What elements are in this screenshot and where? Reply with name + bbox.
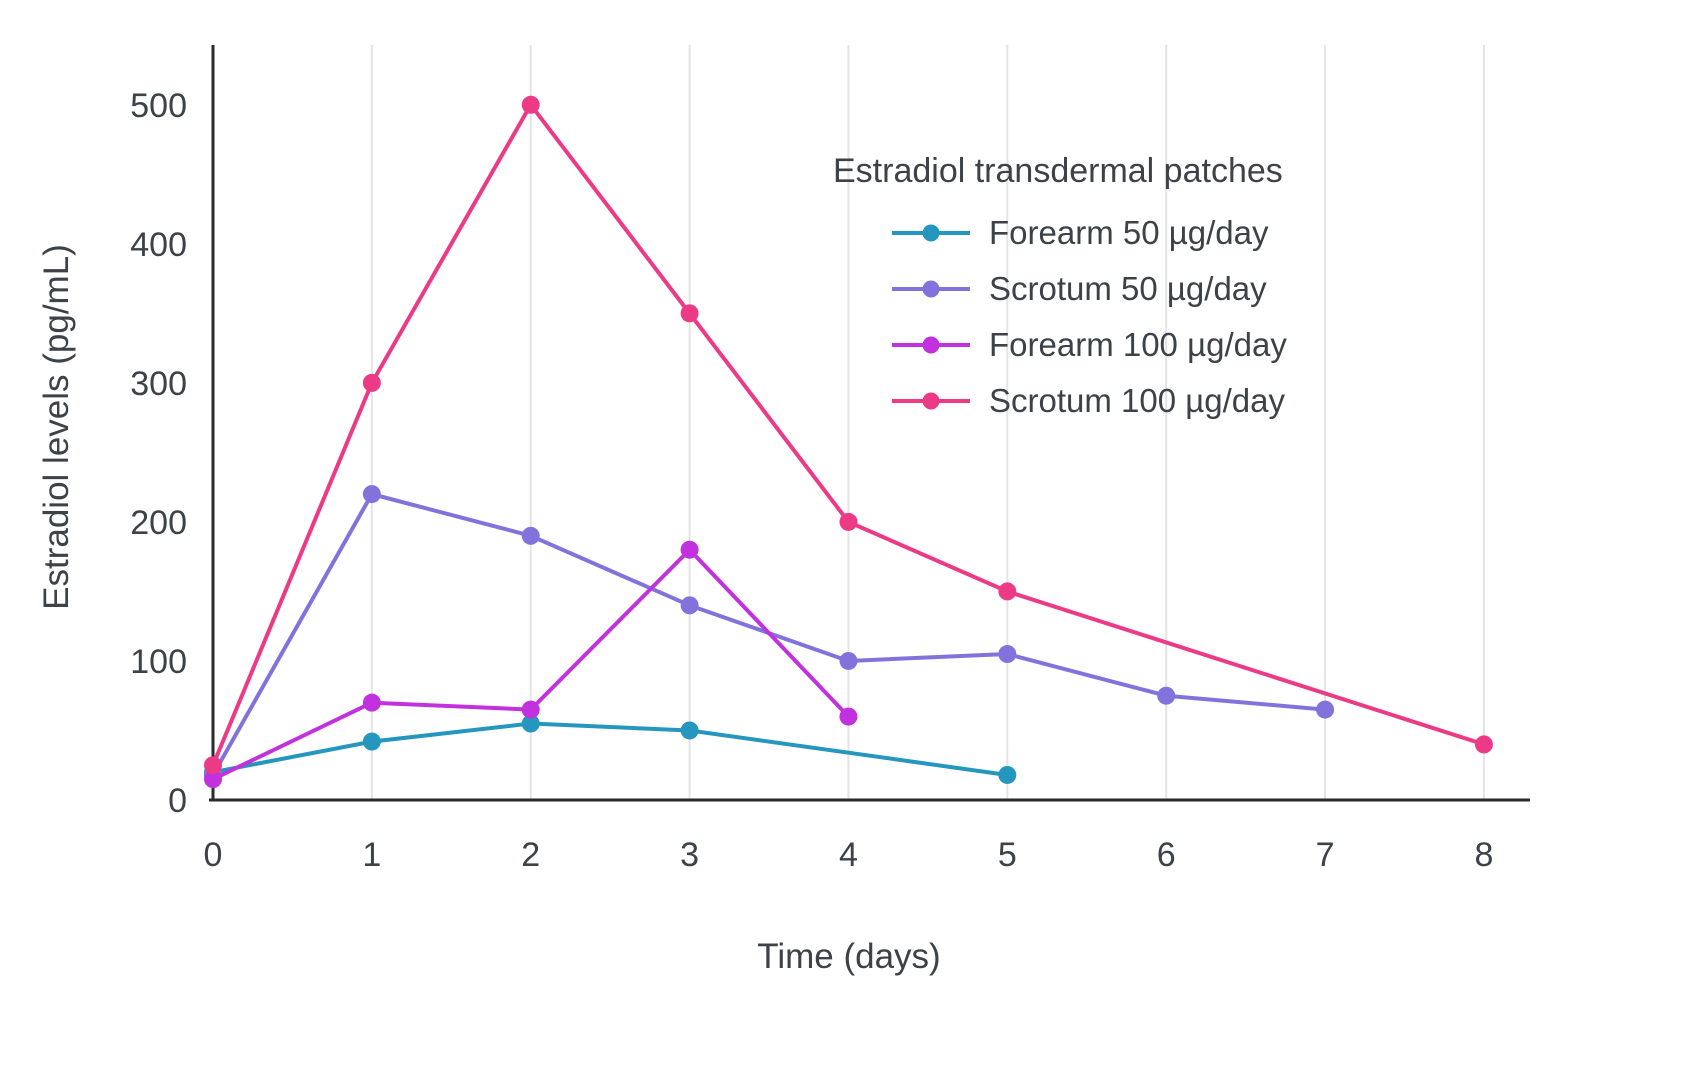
legend: Estradiol transdermal patches Forearm 50… [833,152,1287,429]
data-point [1316,700,1335,719]
x-tick-label: 5 [998,836,1017,874]
x-tick-label: 6 [1157,836,1176,874]
legend-item-label: Scrotum 100 µg/day [989,382,1286,419]
x-tick-label: 0 [204,836,223,874]
legend-title: Estradiol transdermal patches [833,152,1283,190]
data-point [680,540,699,559]
data-point [362,373,381,392]
legend-item[interactable]: Scrotum 100 µg/day [890,373,1287,429]
legend-item[interactable]: Scrotum 50 µg/day [890,261,1287,317]
data-point [362,732,381,751]
legend-symbol [892,280,970,298]
legend-items: Forearm 50 µg/day Scrotum 50 µg/day Forear… [833,205,1287,429]
legend-symbol [892,392,970,410]
data-point [998,582,1017,601]
data-point [998,765,1017,784]
y-axis-title: Estradiol levels (pg/mL) [37,244,76,610]
series-line [211,721,1010,777]
legend-item-label: Scrotum 50 µg/day [989,270,1267,307]
legend-item-label: Forearm 100 µg/day [989,326,1287,363]
data-point [362,485,381,504]
y-tick-label: 200 [130,504,187,542]
data-point [680,721,699,740]
x-tick-label: 4 [839,836,858,874]
legend-item[interactable]: Forearm 100 µg/day [890,317,1287,373]
data-point [521,526,540,545]
data-point [680,304,699,323]
x-tick-label: 1 [362,836,381,874]
data-point [998,645,1017,664]
y-tick-label: 400 [130,226,187,264]
data-point [1157,686,1176,705]
legend-item-label: Forearm 50 µg/day [989,214,1269,251]
legend-symbol [892,336,970,354]
data-point [204,770,222,789]
data-point [204,756,222,775]
legend-symbol [892,224,970,242]
data-point [839,512,858,531]
data-point [521,714,540,733]
legend-item[interactable]: Forearm 50 µg/day [890,205,1287,261]
y-tick-label: 300 [130,365,187,403]
x-axis-title: Time (days) [757,937,941,976]
y-tick-label: 0 [168,782,187,820]
x-tick-label: 2 [521,836,540,874]
data-point [680,596,699,615]
data-point [1474,735,1493,754]
data-point [521,700,540,719]
data-point [839,707,858,726]
data-point [839,651,858,670]
x-tick-label: 7 [1316,836,1335,874]
data-point [362,693,381,712]
y-tick-label: 500 [130,87,187,125]
x-tick-label: 3 [680,836,699,874]
y-tick-label: 100 [130,643,187,681]
data-point [521,95,540,114]
x-tick-label: 8 [1474,836,1493,874]
